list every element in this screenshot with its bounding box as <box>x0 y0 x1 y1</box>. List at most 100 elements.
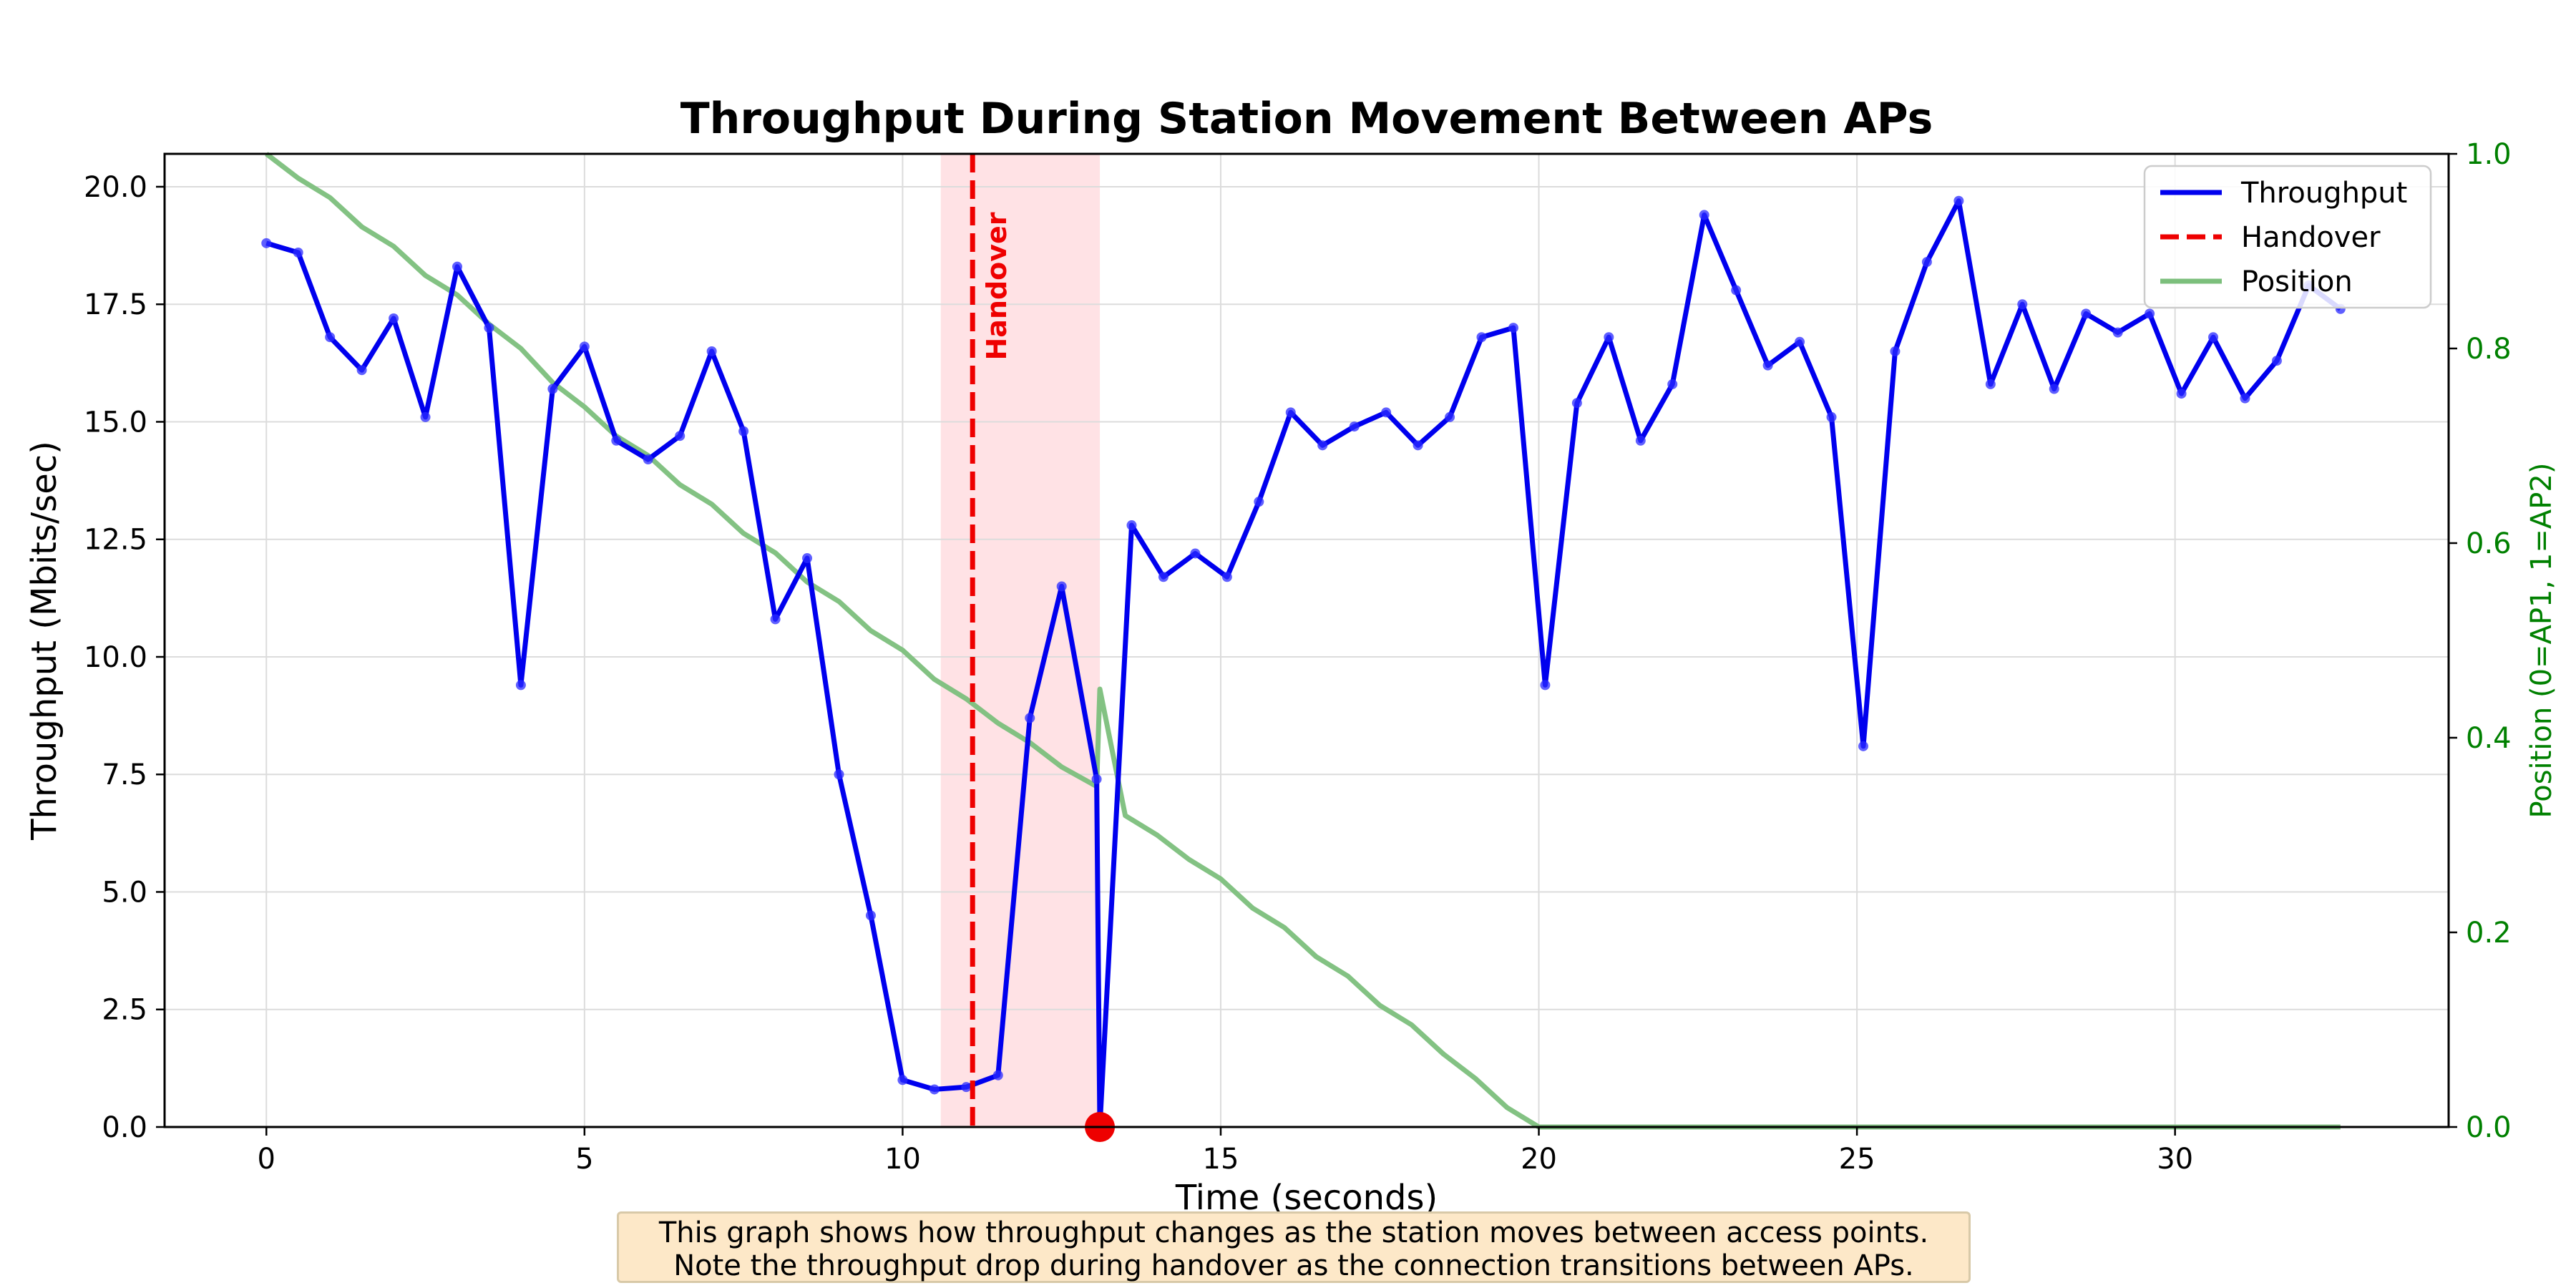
y-tick-label: 0.0 <box>102 1111 147 1144</box>
throughput-point <box>1317 440 1328 451</box>
handover-label: Handover <box>981 212 1013 360</box>
x-tick-label: 30 <box>2157 1143 2193 1176</box>
throughput-line <box>265 198 2342 1130</box>
y-tick-label: 2.5 <box>102 994 147 1027</box>
throughput-point <box>897 1075 908 1085</box>
y-right-tick-label: 0.6 <box>2466 527 2512 560</box>
handover-region <box>940 154 1101 1127</box>
chart-title: Throughput During Station Movement Betwe… <box>680 94 1933 144</box>
throughput-point <box>1762 360 1773 371</box>
caption-line-2: Note the throughput drop during handover… <box>673 1249 1914 1282</box>
throughput-point <box>1254 497 1264 507</box>
throughput-point <box>1985 379 1996 389</box>
throughput-point <box>1731 285 1742 296</box>
legend-label-position: Position <box>2241 265 2353 298</box>
throughput-point <box>1221 572 1232 582</box>
throughput-point <box>1795 336 1805 347</box>
throughput-point <box>2176 389 2187 399</box>
throughput-point <box>1858 741 1868 751</box>
throughput-point <box>675 431 686 441</box>
x-tick-label: 20 <box>1521 1143 1557 1176</box>
throughput-point <box>420 411 431 422</box>
legend-label-throughput: Throughput <box>2240 177 2407 210</box>
throughput-point <box>2145 308 2155 319</box>
throughput-point <box>547 384 558 394</box>
y-right-tick-label: 0.4 <box>2466 722 2512 755</box>
throughput-point <box>1826 411 1837 422</box>
throughput-point <box>1890 346 1901 356</box>
throughput-point <box>865 910 876 921</box>
y-tick-label: 12.5 <box>84 524 147 557</box>
x-tick-label: 5 <box>575 1143 593 1176</box>
throughput-point <box>802 553 813 564</box>
throughput-point <box>738 426 749 436</box>
throughput-point <box>2049 384 2059 394</box>
y-tick-label: 10.0 <box>84 641 147 674</box>
caption-box: This graph shows how throughput changes … <box>617 1211 1971 1283</box>
throughput-point <box>515 680 526 691</box>
y-tick-label: 15.0 <box>84 406 147 439</box>
throughput-point <box>1158 572 1169 582</box>
throughput-point <box>961 1082 972 1093</box>
throughput-point <box>452 261 463 272</box>
y-right-tick-label: 0.0 <box>2466 1111 2512 1144</box>
y-tick-label: 17.5 <box>84 288 147 321</box>
throughput-point <box>1126 520 1137 531</box>
throughput-point <box>2271 356 2282 366</box>
x-tick-label: 0 <box>258 1143 275 1176</box>
throughput-point <box>261 238 272 248</box>
throughput-point <box>1476 332 1487 343</box>
throughput-point <box>1540 680 1551 691</box>
throughput-point <box>1285 407 1296 418</box>
throughput-point <box>1349 421 1360 432</box>
throughput-point <box>1635 435 1646 446</box>
throughput-point <box>1699 210 1709 220</box>
throughput-point <box>1445 411 1455 422</box>
throughput-point <box>834 769 844 780</box>
throughput-point <box>643 454 653 465</box>
throughput-point <box>1921 257 1932 268</box>
throughput-point <box>1571 398 1582 409</box>
throughput-point <box>706 346 717 356</box>
x-tick-label: 10 <box>884 1143 921 1176</box>
throughput-point <box>992 1070 1003 1080</box>
y-right-axis-label: Position (0=AP1, 1=AP2) <box>2525 463 2558 819</box>
throughput-point <box>929 1084 940 1095</box>
throughput-point <box>2240 393 2250 404</box>
throughput-point <box>1953 195 1964 206</box>
x-tick-label: 15 <box>1203 1143 1239 1176</box>
throughput-point <box>389 313 399 323</box>
throughput-point <box>1508 323 1518 333</box>
throughput-point <box>1413 440 1423 451</box>
throughput-point <box>611 435 622 446</box>
y-tick-label: 7.5 <box>102 758 147 791</box>
throughput-point <box>2081 308 2092 319</box>
throughput-point <box>1381 407 1392 418</box>
throughput-point <box>2208 332 2219 343</box>
throughput-point <box>1091 774 1102 784</box>
y-tick-label: 20.0 <box>84 171 147 204</box>
position-line <box>265 152 2341 1130</box>
plot-frame <box>163 152 2450 1128</box>
legend-box <box>2143 165 2432 309</box>
caption-line-1: This graph shows how throughput changes … <box>658 1216 1929 1249</box>
throughput-point <box>1190 548 1201 559</box>
throughput-point <box>1025 713 1035 723</box>
throughput-point <box>293 247 303 258</box>
throughput-point <box>325 332 336 343</box>
legend-label-handover: Handover <box>2241 221 2381 254</box>
throughput-point <box>1667 379 1678 389</box>
x-tick-label: 25 <box>1839 1143 1875 1176</box>
throughput-point <box>356 365 367 376</box>
y-right-tick-label: 0.2 <box>2466 917 2512 950</box>
y-right-tick-label: 0.8 <box>2466 333 2512 366</box>
throughput-point <box>2017 299 2028 310</box>
throughput-point <box>2112 327 2123 338</box>
y-right-tick-label: 1.0 <box>2466 138 2512 171</box>
throughput-point <box>484 323 494 333</box>
throughput-point <box>579 341 590 352</box>
y-tick-label: 5.0 <box>102 876 147 909</box>
x-axis-label: Time (seconds) <box>1175 1178 1438 1218</box>
throughput-point <box>1604 332 1614 343</box>
